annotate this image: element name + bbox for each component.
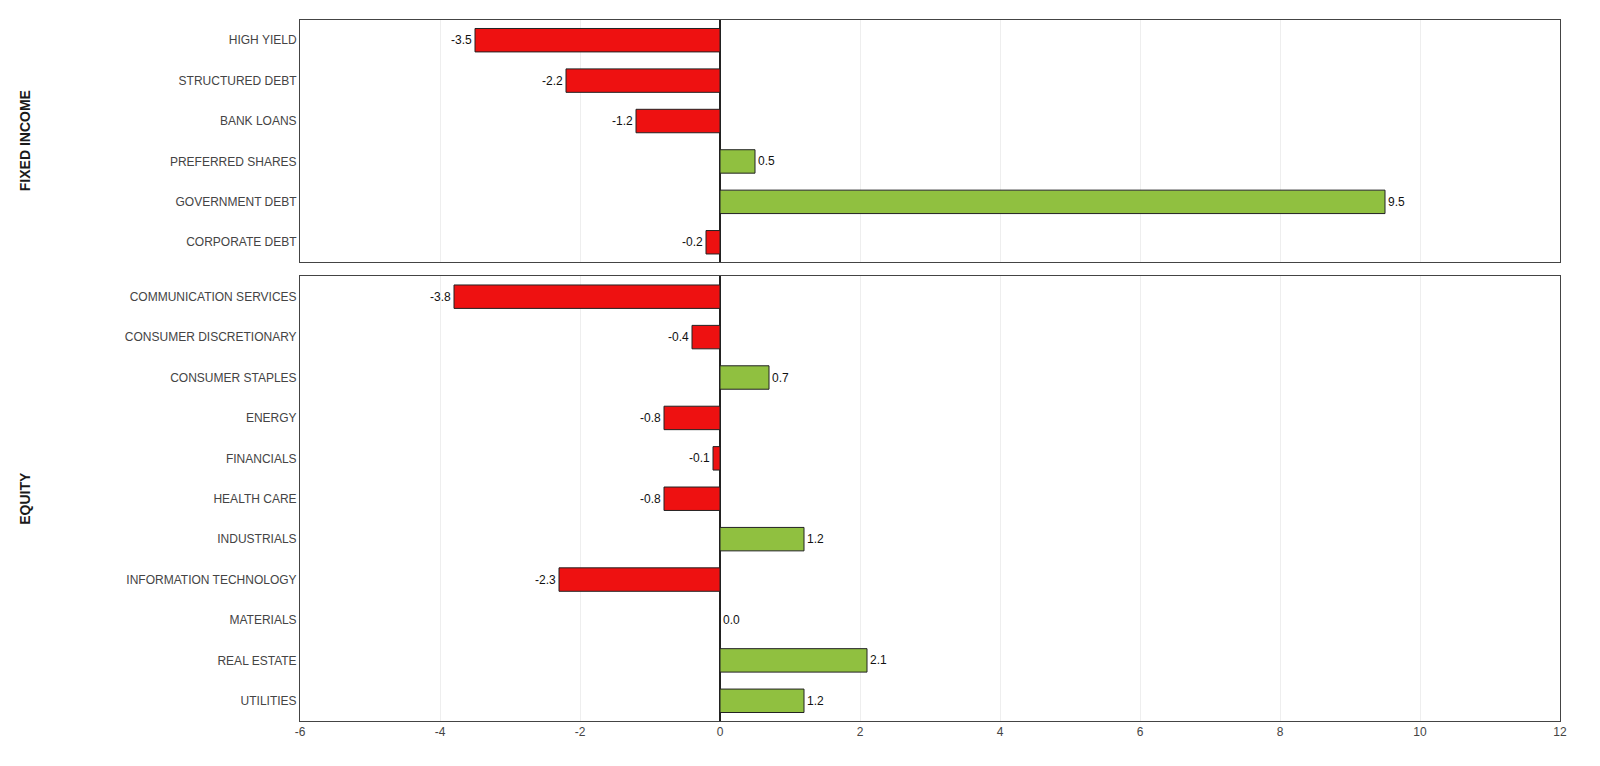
svg-text:PREFERRED SHARES: PREFERRED SHARES <box>170 155 297 169</box>
svg-text:FINANCIALS: FINANCIALS <box>226 452 297 466</box>
svg-text:REAL ESTATE: REAL ESTATE <box>217 654 296 668</box>
svg-text:12: 12 <box>1553 725 1567 739</box>
svg-text:-4: -4 <box>435 725 446 739</box>
svg-text:CORPORATE DEBT: CORPORATE DEBT <box>186 235 297 249</box>
svg-text:9.5: 9.5 <box>1388 195 1405 209</box>
svg-text:0.5: 0.5 <box>758 154 775 168</box>
svg-text:FIXED INCOME: FIXED INCOME <box>17 90 33 191</box>
svg-text:INDUSTRIALS: INDUSTRIALS <box>217 532 296 546</box>
svg-text:STRUCTURED DEBT: STRUCTURED DEBT <box>179 74 298 88</box>
svg-text:BANK LOANS: BANK LOANS <box>220 114 297 128</box>
svg-text:-0.8: -0.8 <box>640 492 661 506</box>
svg-text:-6: -6 <box>295 725 306 739</box>
svg-text:INFORMATION TECHNOLOGY: INFORMATION TECHNOLOGY <box>126 573 296 587</box>
svg-text:-0.1: -0.1 <box>689 451 710 465</box>
svg-text:HEALTH CARE: HEALTH CARE <box>213 492 296 506</box>
svg-text:CONSUMER STAPLES: CONSUMER STAPLES <box>170 371 296 385</box>
svg-text:6: 6 <box>1137 725 1144 739</box>
svg-text:2.1: 2.1 <box>870 653 887 667</box>
svg-text:-2.3: -2.3 <box>535 573 556 587</box>
svg-text:ENERGY: ENERGY <box>246 411 297 425</box>
svg-text:-3.8: -3.8 <box>430 290 451 304</box>
svg-text:COMMUNICATION SERVICES: COMMUNICATION SERVICES <box>130 290 297 304</box>
svg-text:0.0: 0.0 <box>723 613 740 627</box>
svg-text:-0.4: -0.4 <box>668 330 689 344</box>
svg-text:-0.8: -0.8 <box>640 411 661 425</box>
svg-text:1.2: 1.2 <box>807 694 824 708</box>
svg-text:0: 0 <box>717 725 724 739</box>
svg-text:EQUITY: EQUITY <box>17 472 33 525</box>
svg-text:0.7: 0.7 <box>772 371 789 385</box>
svg-text:UTILITIES: UTILITIES <box>241 694 297 708</box>
svg-text:-2: -2 <box>575 725 586 739</box>
svg-text:MATERIALS: MATERIALS <box>229 613 296 627</box>
svg-text:2: 2 <box>857 725 864 739</box>
svg-text:GOVERNMENT DEBT: GOVERNMENT DEBT <box>175 195 297 209</box>
svg-text:-3.5: -3.5 <box>451 33 472 47</box>
svg-text:8: 8 <box>1277 725 1284 739</box>
svg-text:CONSUMER DISCRETIONARY: CONSUMER DISCRETIONARY <box>125 330 297 344</box>
svg-text:1.2: 1.2 <box>807 532 824 546</box>
svg-text:10: 10 <box>1413 725 1427 739</box>
svg-text:-1.2: -1.2 <box>612 114 633 128</box>
svg-text:4: 4 <box>997 725 1004 739</box>
svg-text:HIGH YIELD: HIGH YIELD <box>229 33 297 47</box>
svg-text:-0.2: -0.2 <box>682 235 703 249</box>
svg-text:-2.2: -2.2 <box>542 74 563 88</box>
